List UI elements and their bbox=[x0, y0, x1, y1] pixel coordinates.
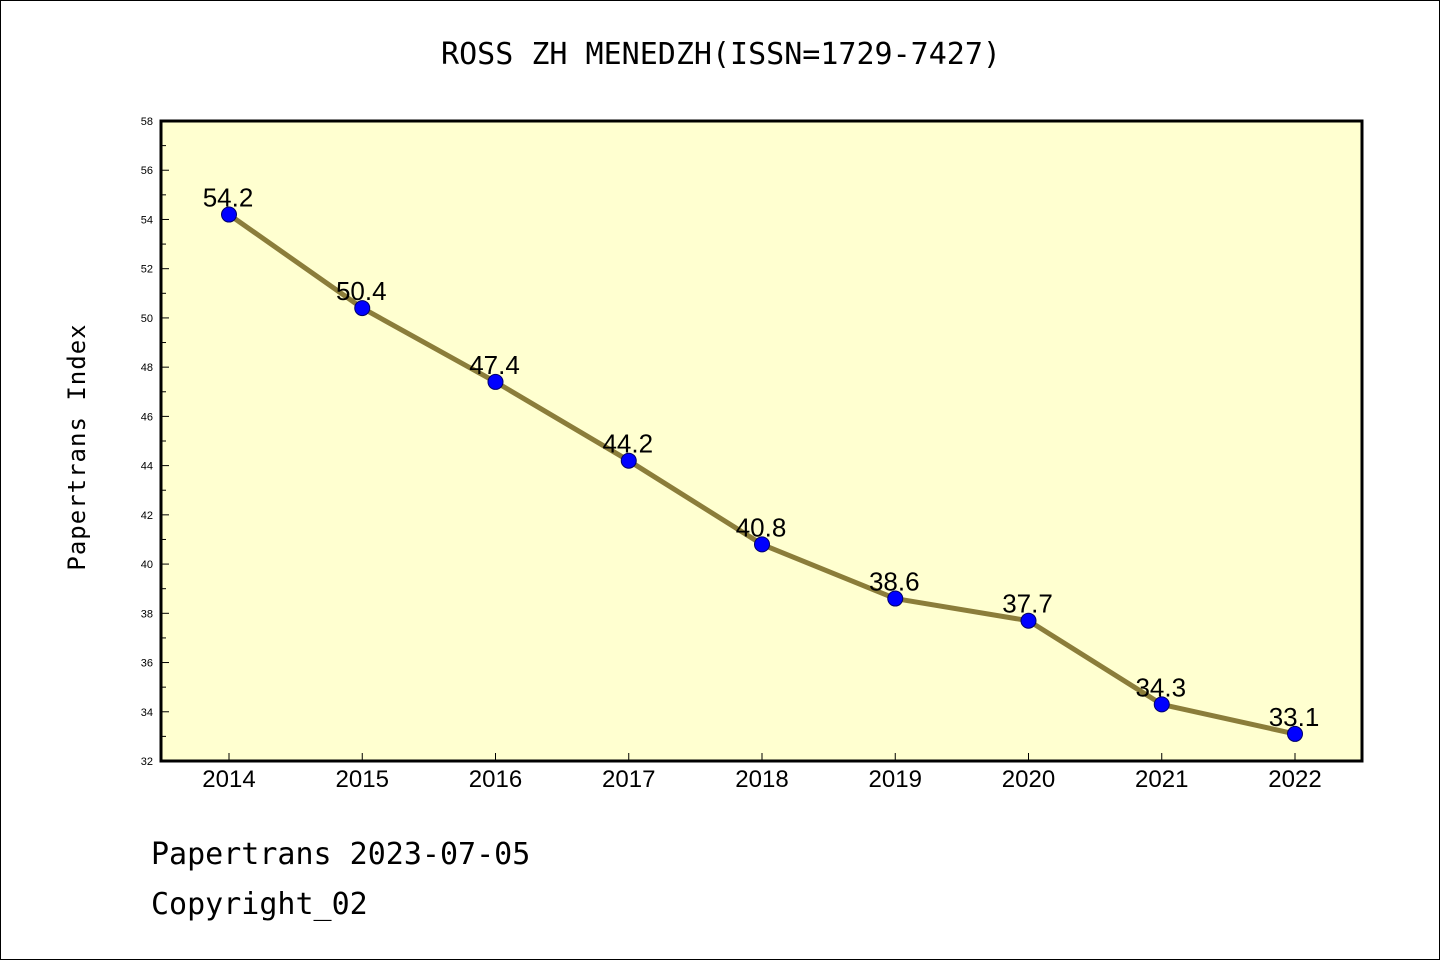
data-label: 40.8 bbox=[736, 512, 787, 542]
x-tick-label: 2018 bbox=[735, 766, 788, 793]
footer-date: Papertrans 2023-07-05 bbox=[151, 837, 531, 872]
data-point bbox=[221, 206, 237, 223]
data-point bbox=[1287, 725, 1303, 742]
y-tick-label: 32 bbox=[141, 756, 153, 768]
x-tick-label: 2015 bbox=[336, 766, 389, 793]
x-tick-label: 2022 bbox=[1268, 766, 1321, 793]
x-tick-label: 2021 bbox=[1135, 766, 1188, 793]
y-tick-label: 42 bbox=[141, 510, 153, 522]
x-tick-label: 2019 bbox=[869, 766, 922, 793]
y-tick-label: 38 bbox=[141, 608, 153, 620]
x-tick-label: 2020 bbox=[1002, 766, 1055, 793]
data-point bbox=[887, 590, 904, 607]
x-tick-label: 2017 bbox=[602, 766, 655, 793]
y-tick-label: 58 bbox=[141, 116, 153, 128]
data-point bbox=[1020, 612, 1037, 629]
chart-title: ROSS ZH MENEDZH(ISSN=1729-7427) bbox=[441, 37, 1001, 72]
y-tick-label: 40 bbox=[141, 559, 153, 571]
y-tick-label: 56 bbox=[141, 165, 153, 177]
y-axis: 32 34 36 38 40 42 44 46 48 50 52 54 56 58 bbox=[141, 116, 169, 768]
plot-area bbox=[159, 119, 1364, 763]
data-label: 38.6 bbox=[869, 567, 920, 597]
data-label: 37.7 bbox=[1002, 589, 1053, 619]
y-tick-label: 34 bbox=[141, 707, 153, 719]
x-axis: 2014 2015 2016 2017 2018 2019 2020 2021 2022 bbox=[202, 753, 1322, 793]
data-label: 33.1 bbox=[1269, 702, 1320, 732]
y-tick-label: 54 bbox=[141, 214, 153, 226]
data-label: 54.2 bbox=[203, 183, 254, 213]
data-point bbox=[487, 373, 504, 390]
y-tick-label: 52 bbox=[141, 264, 153, 276]
data-label: 44.2 bbox=[602, 429, 653, 459]
y-tick-label: 46 bbox=[141, 411, 153, 423]
series-layer: 54.2 50.4 47.4 44.2 40.8 38.6 37.7 34.3 33.1 bbox=[203, 183, 1320, 742]
y-tick-label: 44 bbox=[141, 461, 153, 473]
y-tick-label: 48 bbox=[141, 362, 153, 374]
x-tick-label: 2016 bbox=[469, 766, 522, 793]
data-label: 34.3 bbox=[1135, 672, 1186, 702]
data-label: 50.4 bbox=[336, 276, 387, 306]
data-point bbox=[620, 452, 637, 469]
data-point bbox=[754, 536, 770, 553]
x-tick-label: 2014 bbox=[202, 766, 255, 793]
footer-copyright: Copyright_02 bbox=[151, 887, 368, 922]
y-tick-label: 50 bbox=[141, 313, 153, 325]
data-label: 47.4 bbox=[469, 350, 520, 380]
y-tick-label: 36 bbox=[141, 658, 153, 670]
data-point bbox=[1153, 696, 1170, 713]
data-point bbox=[354, 300, 371, 317]
